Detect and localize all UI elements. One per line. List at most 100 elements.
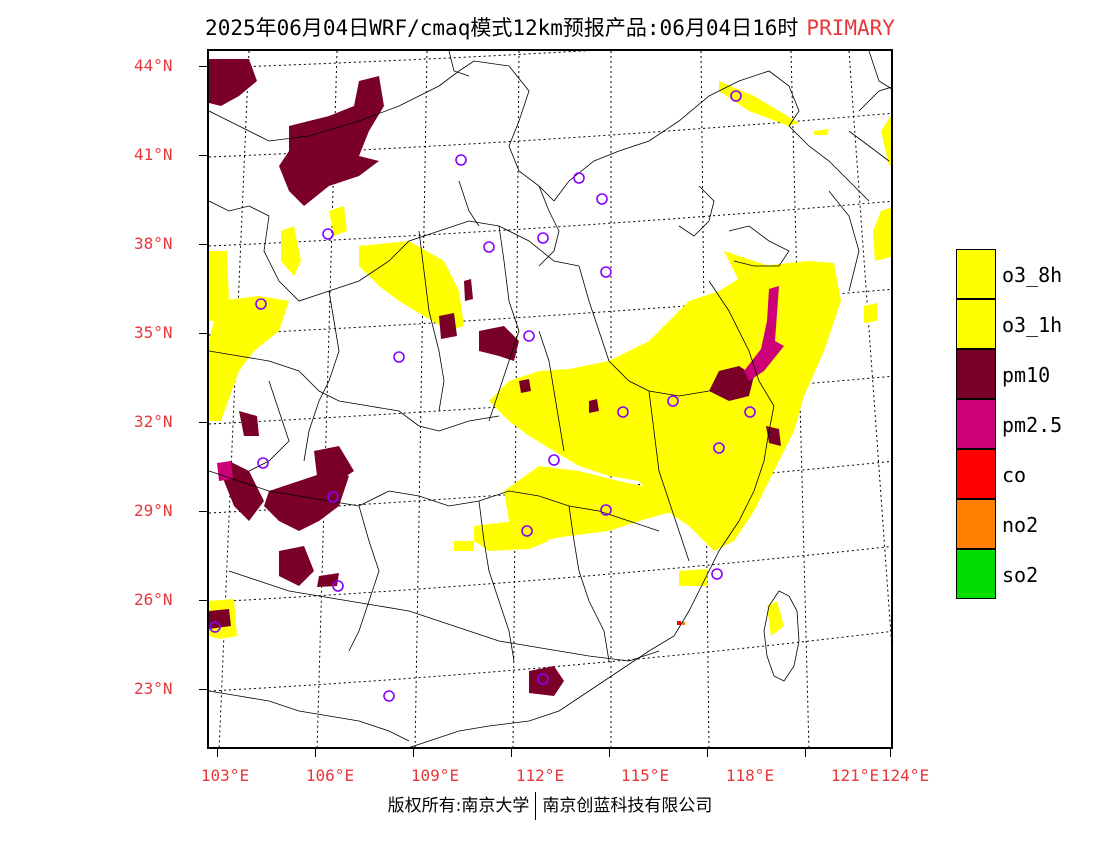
pm10-inner-mongolia xyxy=(279,76,384,206)
lon-label-109: 109°E xyxy=(410,766,460,785)
province-line xyxy=(209,690,410,742)
o3-northeast-strip xyxy=(719,81,799,126)
station-marker xyxy=(573,172,585,184)
legend-swatch xyxy=(956,449,996,499)
o3-shandong xyxy=(724,251,789,291)
station-marker xyxy=(209,621,221,633)
province-line xyxy=(209,200,580,302)
pm10-sichuan xyxy=(264,471,349,531)
province-line xyxy=(578,265,710,397)
legend-label: o3_1h xyxy=(1002,313,1063,337)
pm10-jiangsu xyxy=(709,366,754,401)
stations xyxy=(209,90,756,702)
lat-label-41: 41°N xyxy=(134,145,173,164)
o3-taiwan xyxy=(767,601,784,636)
station-marker xyxy=(730,90,742,102)
station-marker xyxy=(713,442,725,454)
border-line xyxy=(828,190,860,292)
province-line xyxy=(538,330,565,452)
legend-swatch xyxy=(956,349,996,399)
o3-patch xyxy=(454,541,474,551)
province-line xyxy=(418,230,445,412)
lon-tick xyxy=(890,749,891,757)
lon-label-124: 124°E xyxy=(880,766,930,785)
station-marker xyxy=(744,406,756,418)
station-marker xyxy=(455,154,467,166)
o3-patch xyxy=(679,569,707,586)
lon-tick xyxy=(707,749,708,757)
lat-tick xyxy=(199,155,207,156)
lat-line xyxy=(209,375,891,425)
lon-tick xyxy=(315,749,316,757)
station-marker xyxy=(667,395,679,407)
border-line xyxy=(448,51,470,77)
pm10-patch xyxy=(317,573,339,587)
station-marker xyxy=(332,580,344,592)
lat-label-23: 23°N xyxy=(134,679,173,698)
station-marker xyxy=(600,504,612,516)
station-marker xyxy=(257,457,269,469)
pm10-sichuan-west xyxy=(224,461,264,521)
pm10-northwest xyxy=(209,59,257,106)
map-canvas xyxy=(209,51,891,747)
pm10-patch xyxy=(239,411,259,436)
pm10-patch xyxy=(209,609,231,629)
pm10-guizhou xyxy=(279,546,314,586)
station-marker xyxy=(537,232,549,244)
lon-tick xyxy=(511,749,512,757)
lon-line xyxy=(414,51,428,747)
border-line xyxy=(848,130,890,162)
o3-patch xyxy=(814,129,829,135)
lon-label-121: 121°E xyxy=(830,766,880,785)
lon-line xyxy=(848,51,891,643)
o3-korea xyxy=(873,207,891,261)
lon-label-118: 118°E xyxy=(725,766,775,785)
pm10-patch xyxy=(439,313,457,339)
province-line xyxy=(648,390,690,562)
pm10-patch xyxy=(519,379,531,393)
province-line xyxy=(478,500,515,662)
legend-swatch xyxy=(956,549,996,599)
o3-east-edge xyxy=(881,115,891,166)
pm25-patch xyxy=(217,461,233,481)
station-marker xyxy=(255,298,267,310)
lat-line xyxy=(209,545,891,603)
lon-tick xyxy=(805,749,806,757)
pm25-areas xyxy=(217,286,784,481)
station-marker xyxy=(537,673,549,685)
province-line xyxy=(538,185,560,267)
lat-line xyxy=(209,200,891,247)
primary-badge: PRIMARY xyxy=(806,16,895,40)
province-line xyxy=(348,505,380,652)
province-line xyxy=(209,470,660,532)
province-line xyxy=(458,180,480,227)
province-line xyxy=(303,290,340,462)
station-marker xyxy=(521,525,533,537)
coast-bohai xyxy=(678,185,715,237)
copyright-right: 南京创蓝科技有限公司 xyxy=(542,796,713,816)
lat-tick xyxy=(199,422,207,423)
lon-tick xyxy=(217,749,218,757)
border-line xyxy=(868,51,891,89)
lat-tick xyxy=(199,244,207,245)
legend-label: so2 xyxy=(1002,563,1039,587)
copyright-footer: 版权所有:南京大学 南京创蓝科技有限公司 xyxy=(0,791,1100,820)
lat-label-32: 32°N xyxy=(134,412,173,431)
province-line xyxy=(488,225,520,422)
pm10-areas xyxy=(209,59,781,696)
lon-label-115: 115°E xyxy=(620,766,670,785)
legend-label: no2 xyxy=(1002,513,1039,537)
o3-areas xyxy=(209,81,891,639)
legend-swatch xyxy=(956,299,996,349)
border-line xyxy=(553,70,870,202)
o3-patch xyxy=(281,226,301,276)
lon-label-112: 112°E xyxy=(515,766,565,785)
station-marker xyxy=(327,491,339,503)
lat-line xyxy=(209,51,592,69)
map-panel[interactable] xyxy=(207,49,893,749)
lat-tick xyxy=(199,511,207,512)
pm10-patch xyxy=(589,399,599,413)
lon-label-106: 106°E xyxy=(305,766,355,785)
lon-label-103: 103°E xyxy=(200,766,250,785)
o3-patch xyxy=(864,303,877,323)
